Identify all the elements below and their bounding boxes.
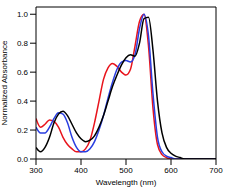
svg-text:0.0: 0.0 <box>17 155 29 164</box>
svg-text:300: 300 <box>29 166 43 175</box>
svg-text:0.2: 0.2 <box>17 126 29 135</box>
svg-text:Normalized Absorbance: Normalized Absorbance <box>8 40 9 125</box>
svg-text:0.6: 0.6 <box>17 68 29 77</box>
svg-text:500: 500 <box>119 166 133 175</box>
svg-text:0.4: 0.4 <box>17 97 29 106</box>
svg-text:600: 600 <box>164 166 178 175</box>
svg-text:Wavelength (nm): Wavelength (nm) <box>96 178 157 187</box>
svg-text:400: 400 <box>74 166 88 175</box>
svg-text:0.8: 0.8 <box>17 39 29 48</box>
svg-text:700: 700 <box>209 166 217 175</box>
svg-text:1.0: 1.0 <box>17 10 29 19</box>
